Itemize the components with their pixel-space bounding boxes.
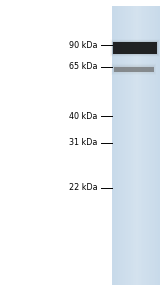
- Bar: [139, 6, 141, 285]
- Text: 22 kDa: 22 kDa: [69, 183, 98, 192]
- Bar: [112, 41, 158, 55]
- Bar: [112, 6, 160, 285]
- Bar: [147, 6, 149, 285]
- Bar: [114, 67, 154, 72]
- Bar: [158, 6, 160, 285]
- Bar: [126, 6, 128, 285]
- Bar: [149, 6, 150, 285]
- Bar: [131, 6, 133, 285]
- Bar: [146, 6, 147, 285]
- Bar: [113, 42, 157, 54]
- Bar: [150, 6, 152, 285]
- Bar: [122, 6, 123, 285]
- Bar: [112, 64, 156, 74]
- Bar: [130, 6, 131, 285]
- Bar: [111, 41, 158, 55]
- Bar: [118, 6, 120, 285]
- Bar: [113, 66, 154, 72]
- Bar: [115, 6, 117, 285]
- Bar: [128, 6, 130, 285]
- Text: 65 kDa: 65 kDa: [69, 63, 98, 71]
- Bar: [141, 6, 142, 285]
- Bar: [110, 40, 159, 56]
- Bar: [144, 6, 146, 285]
- Bar: [152, 6, 154, 285]
- Bar: [133, 6, 134, 285]
- Bar: [113, 65, 155, 73]
- Bar: [155, 6, 157, 285]
- Bar: [138, 6, 139, 285]
- Bar: [112, 42, 157, 54]
- Bar: [111, 64, 156, 75]
- Bar: [112, 65, 155, 74]
- Text: 31 kDa: 31 kDa: [69, 138, 98, 147]
- Bar: [110, 39, 160, 57]
- Bar: [142, 6, 144, 285]
- Bar: [123, 6, 125, 285]
- Bar: [125, 6, 126, 285]
- Bar: [117, 6, 118, 285]
- Bar: [120, 6, 122, 285]
- Bar: [157, 6, 158, 285]
- Bar: [136, 6, 138, 285]
- Bar: [154, 6, 155, 285]
- Bar: [134, 6, 136, 285]
- Text: 90 kDa: 90 kDa: [69, 41, 98, 49]
- Bar: [112, 6, 114, 285]
- Bar: [114, 6, 115, 285]
- Bar: [111, 40, 159, 56]
- Text: 40 kDa: 40 kDa: [69, 112, 98, 121]
- Bar: [111, 63, 156, 75]
- Bar: [0, 0, 112, 291]
